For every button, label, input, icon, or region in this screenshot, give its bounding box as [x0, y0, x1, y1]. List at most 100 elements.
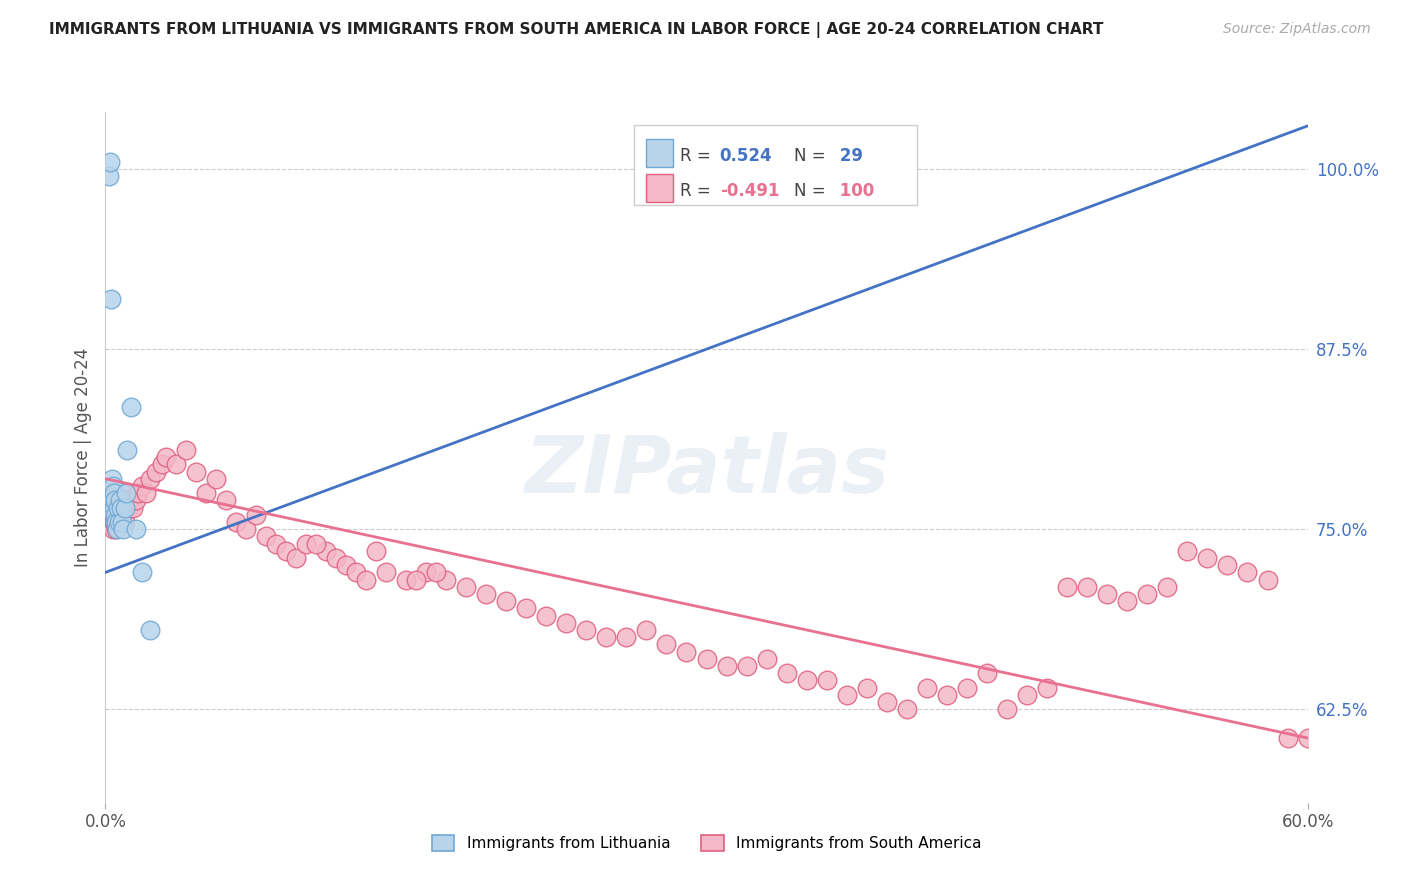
Point: [354, 573, 377, 587]
Point: [115, 486, 138, 500]
Point: [110, 508, 132, 522]
Point: [534, 608, 557, 623]
Point: [415, 566, 437, 580]
Point: [97, 486, 120, 500]
Point: [896, 702, 918, 716]
Point: [97, 508, 120, 522]
Point: [122, 500, 145, 515]
Text: N =: N =: [794, 181, 831, 200]
Point: [274, 543, 297, 558]
Point: [364, 543, 387, 558]
Point: [110, 493, 132, 508]
Point: [876, 695, 898, 709]
Point: [675, 644, 697, 658]
Point: [915, 681, 938, 695]
Point: [1197, 551, 1219, 566]
Point: [138, 472, 160, 486]
Point: [555, 615, 578, 630]
Point: [735, 659, 758, 673]
Point: [295, 536, 318, 550]
Point: [104, 508, 127, 522]
Point: [107, 515, 129, 529]
Point: [335, 558, 357, 573]
Point: [165, 458, 187, 472]
Point: [118, 500, 141, 515]
Point: [254, 529, 277, 543]
Point: [1175, 543, 1198, 558]
Point: [108, 508, 131, 522]
Text: 0.524: 0.524: [720, 146, 772, 164]
Text: Source: ZipAtlas.com: Source: ZipAtlas.com: [1223, 22, 1371, 37]
Point: [101, 508, 124, 522]
Point: [1156, 580, 1178, 594]
Point: [103, 479, 125, 493]
FancyBboxPatch shape: [647, 174, 673, 202]
Point: [344, 566, 367, 580]
Point: [616, 630, 638, 644]
Point: [174, 442, 197, 457]
Text: IMMIGRANTS FROM LITHUANIA VS IMMIGRANTS FROM SOUTH AMERICA IN LABOR FORCE | AGE : IMMIGRANTS FROM LITHUANIA VS IMMIGRANTS …: [49, 22, 1104, 38]
Point: [315, 543, 337, 558]
Point: [815, 673, 838, 688]
Point: [976, 666, 998, 681]
Point: [434, 573, 457, 587]
Point: [655, 637, 678, 651]
Point: [1337, 493, 1360, 508]
Point: [204, 472, 226, 486]
Point: [110, 500, 132, 515]
Point: [107, 500, 129, 515]
Point: [1236, 566, 1258, 580]
Point: [325, 551, 347, 566]
Point: [936, 688, 959, 702]
Point: [855, 681, 877, 695]
Point: [103, 515, 125, 529]
Point: [395, 573, 418, 587]
Point: [98, 169, 121, 184]
Point: [264, 536, 287, 550]
Point: [103, 522, 125, 536]
Text: ZIPatlas: ZIPatlas: [524, 432, 889, 510]
Point: [595, 630, 617, 644]
Point: [1116, 594, 1139, 608]
Text: N =: N =: [794, 146, 831, 164]
Point: [138, 623, 160, 637]
Point: [114, 500, 136, 515]
Point: [1076, 580, 1098, 594]
Point: [127, 486, 149, 500]
FancyBboxPatch shape: [634, 126, 917, 205]
Point: [121, 400, 143, 414]
Point: [103, 500, 125, 515]
Point: [374, 566, 398, 580]
Text: 29: 29: [834, 146, 863, 164]
Point: [425, 566, 447, 580]
Point: [100, 515, 122, 529]
Point: [214, 493, 236, 508]
Point: [112, 522, 135, 536]
Point: [245, 508, 267, 522]
Point: [305, 536, 328, 550]
Point: [114, 515, 136, 529]
Text: -0.491: -0.491: [720, 181, 779, 200]
Point: [105, 522, 128, 536]
Point: [111, 515, 134, 529]
Point: [716, 659, 738, 673]
Point: [145, 465, 167, 479]
Point: [1097, 587, 1119, 601]
Point: [956, 681, 979, 695]
Point: [135, 486, 157, 500]
Text: R =: R =: [681, 181, 716, 200]
Point: [104, 493, 127, 508]
Point: [495, 594, 517, 608]
Point: [112, 500, 135, 515]
Point: [1277, 731, 1299, 745]
Point: [155, 450, 177, 464]
Point: [515, 601, 537, 615]
Point: [100, 500, 122, 515]
Y-axis label: In Labor Force | Age 20-24: In Labor Force | Age 20-24: [73, 348, 91, 566]
Point: [111, 486, 134, 500]
Point: [103, 486, 125, 500]
FancyBboxPatch shape: [647, 139, 673, 167]
Text: 100: 100: [834, 181, 875, 200]
Point: [575, 623, 598, 637]
Point: [131, 566, 153, 580]
